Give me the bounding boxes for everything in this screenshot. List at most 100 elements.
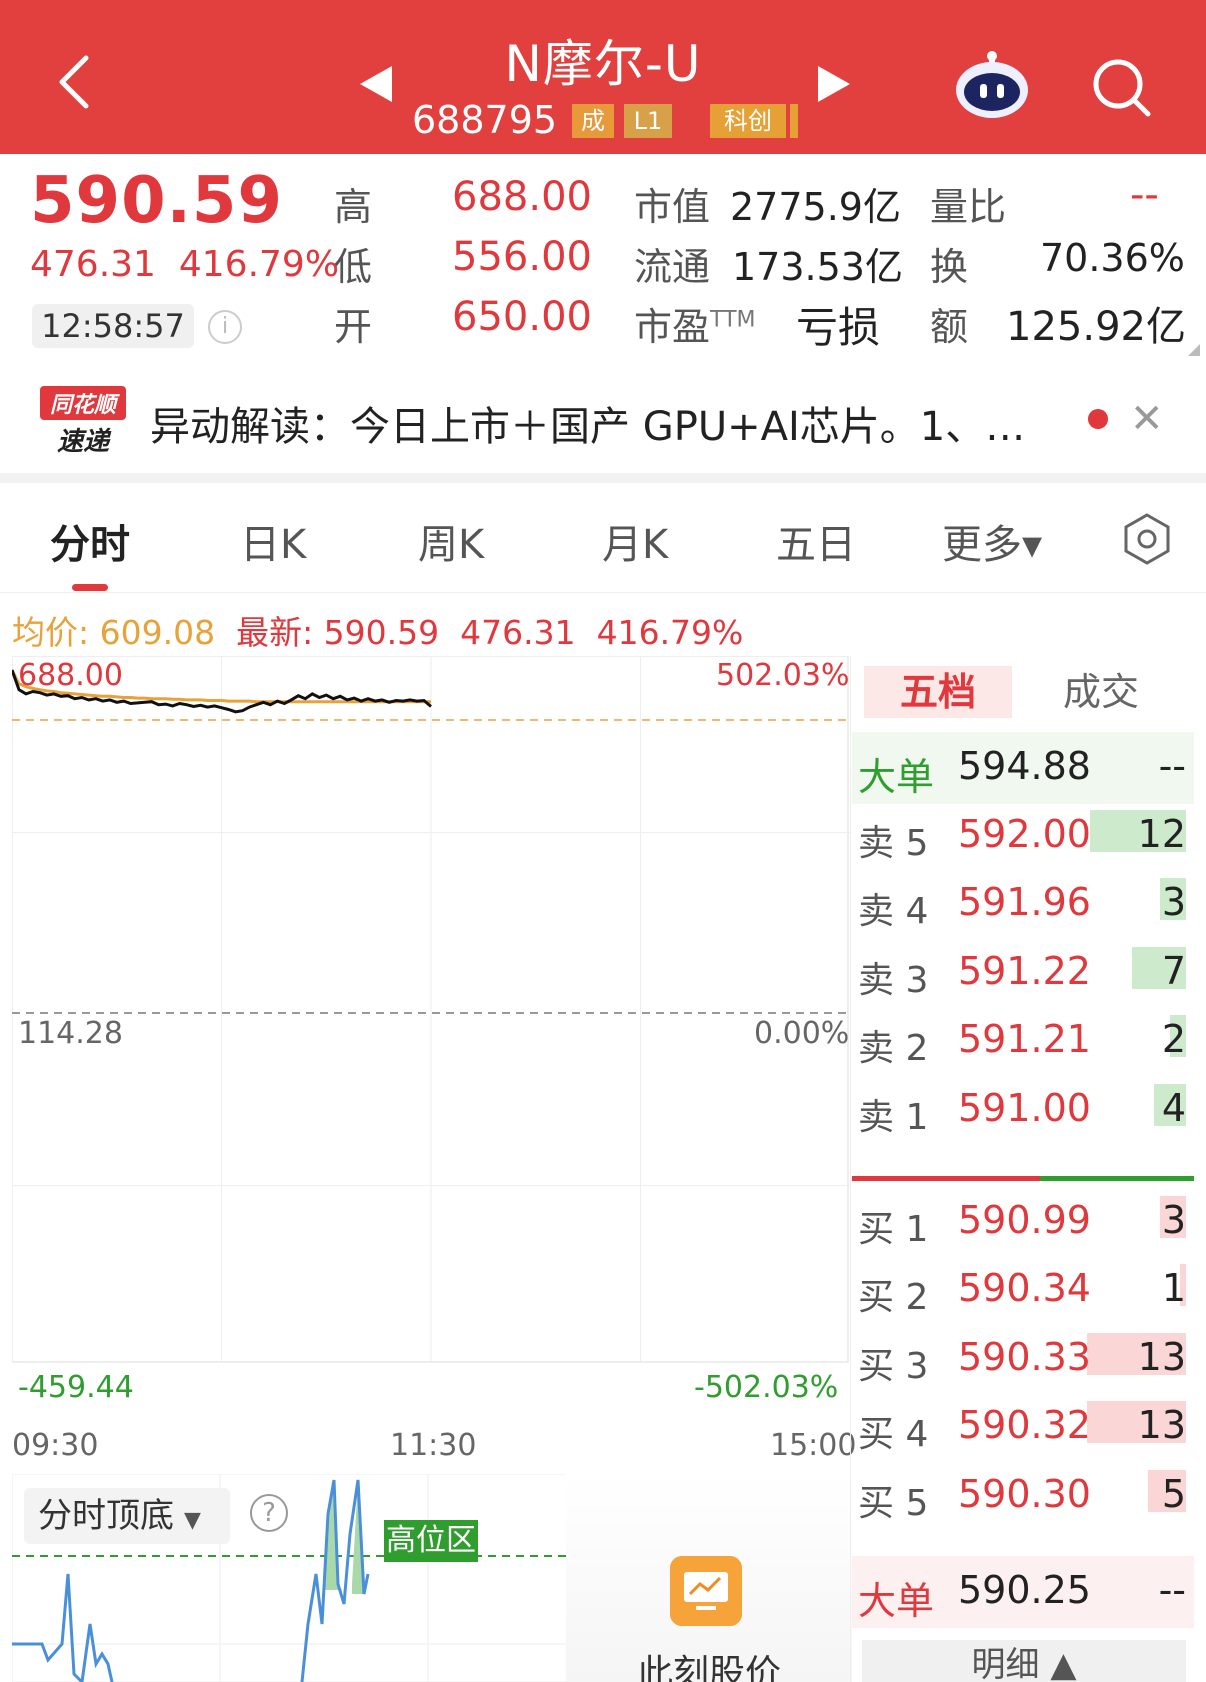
bid-row: 买 4 590.32 13 xyxy=(852,1391,1194,1463)
badge-kechuang: 科创 xyxy=(710,104,786,138)
ask-volume-bar xyxy=(1154,1083,1186,1126)
news-headline[interactable]: 异动解读：今日上市＋国产 GPU+AI芯片。1、… xyxy=(150,404,1026,450)
ask-price: 591.22 xyxy=(958,948,1091,993)
bid-ask-divider-red xyxy=(852,1176,1040,1181)
ask-volume: 4 xyxy=(1161,1085,1186,1130)
bid-volume: 3 xyxy=(1161,1198,1186,1242)
active-tab-indicator xyxy=(72,584,108,591)
expand-corner-icon[interactable] xyxy=(1188,344,1200,356)
low-value: 556.00 xyxy=(452,234,592,280)
tab-five-levels[interactable]: 五档 xyxy=(864,666,1012,718)
turnover-label: 换 xyxy=(930,245,969,289)
tab-trades[interactable]: 成交 xyxy=(1062,670,1139,714)
low-label: 低 xyxy=(334,245,373,289)
bid-price: 590.34 xyxy=(958,1266,1091,1311)
bid-row: 买 2 590.34 1 xyxy=(852,1254,1194,1326)
ask-price: 591.00 xyxy=(958,1085,1091,1130)
change-value: 476.31 xyxy=(30,244,156,285)
big-order-label: 大单 xyxy=(858,1579,935,1623)
bottom-big-order-row: 大单 590.25 -- xyxy=(852,1556,1194,1628)
bid-volume: 1 xyxy=(1161,1266,1186,1311)
ask-price: 592.00 xyxy=(958,812,1091,856)
prev-stock-icon[interactable] xyxy=(360,66,392,102)
bid-price: 590.99 xyxy=(958,1198,1091,1242)
chart-grid xyxy=(12,656,850,1363)
quote-time: 12:58:57 xyxy=(32,304,194,348)
ask-price: 591.21 xyxy=(958,1017,1091,1062)
tab-intraday[interactable]: 分时 xyxy=(50,522,130,568)
bid-ask-divider-green xyxy=(1040,1176,1194,1181)
ask-label: 卖 3 xyxy=(858,959,929,1001)
big-order-price: 590.25 xyxy=(958,1568,1091,1612)
chart-settings-icon[interactable] xyxy=(1120,512,1174,566)
stock-code: 688795 xyxy=(412,98,558,142)
y-right-bottom: -502.03% xyxy=(694,1370,839,1405)
intraday-chart[interactable] xyxy=(12,656,850,1420)
float-label: 流通 xyxy=(634,245,711,289)
ask-volume: 12 xyxy=(1137,812,1186,856)
bid-volume: 13 xyxy=(1137,1334,1186,1379)
bid-label: 买 2 xyxy=(858,1277,929,1319)
stock-name: N摩尔-U xyxy=(504,35,702,93)
ask-label: 卖 5 xyxy=(858,823,929,864)
turnover-value: 70.36% xyxy=(1040,236,1185,280)
ask-row: 卖 1 591.00 4 xyxy=(852,1074,1194,1146)
y-left-bottom: -459.44 xyxy=(18,1370,134,1405)
pe-value: 亏损 xyxy=(796,303,881,352)
ask-volume-bar xyxy=(1170,1015,1186,1058)
bid-row: 买 3 590.33 13 xyxy=(852,1323,1194,1395)
tabs-divider xyxy=(0,592,1206,593)
big-order-label: 大单 xyxy=(858,755,935,799)
ask-label: 卖 4 xyxy=(858,891,929,933)
y-right-mid: 0.00% xyxy=(754,1016,850,1051)
unread-dot xyxy=(1088,409,1108,429)
open-label: 开 xyxy=(334,305,373,349)
ask-price: 591.96 xyxy=(958,880,1091,925)
bid-volume-bar xyxy=(1148,1469,1186,1512)
mcap-label: 市值 xyxy=(634,185,711,229)
big-order-vol: -- xyxy=(1158,1568,1186,1612)
bid-volume-bar xyxy=(1087,1332,1186,1375)
search-icon[interactable] xyxy=(1090,56,1154,120)
tab-monthly-k[interactable]: 月K xyxy=(602,522,669,568)
bid-label: 买 3 xyxy=(858,1345,929,1387)
pe-label-text: 市盈 xyxy=(634,305,711,349)
high-zone-label: 高位区 xyxy=(384,1520,478,1562)
ask-volume-bar xyxy=(1160,878,1186,921)
ask-volume: 7 xyxy=(1161,948,1186,993)
detail-button[interactable]: 明细 ▲ xyxy=(862,1640,1186,1682)
promo-label: 此刻股价 xyxy=(636,1653,781,1682)
close-news-icon[interactable]: ✕ xyxy=(1130,396,1164,442)
tab-daily-k[interactable]: 日K xyxy=(240,522,307,568)
help-icon[interactable]: ? xyxy=(250,1494,288,1532)
y-left-top: 688.00 xyxy=(18,658,123,693)
tonghuashun-logo: 同花顺 速递 xyxy=(40,386,126,457)
ask-volume: 2 xyxy=(1161,1017,1186,1062)
tab-more[interactable]: 更多▾ xyxy=(942,522,1043,568)
indicator-name: 分时顶底 xyxy=(38,1496,174,1536)
ask-label: 卖 2 xyxy=(858,1028,929,1070)
avg-price: 均价: 609.08 xyxy=(12,613,216,652)
price-line xyxy=(12,669,432,714)
bid-volume-bar xyxy=(1087,1401,1186,1444)
next-stock-icon[interactable] xyxy=(818,66,850,102)
current-price: 590.59 xyxy=(30,164,283,238)
top-big-order-row: 大单 594.88 -- xyxy=(852,732,1194,804)
indicator-selector[interactable]: 分时顶底 ▼ xyxy=(24,1488,230,1544)
badge-cheng: 成 xyxy=(572,104,614,138)
panel-divider xyxy=(850,656,851,1682)
tab-weekly-k[interactable]: 周K xyxy=(418,522,485,568)
open-value: 650.00 xyxy=(452,294,592,340)
bid-volume-bar xyxy=(1180,1264,1186,1307)
high-label: 高 xyxy=(334,185,373,229)
chart-border xyxy=(12,656,849,1363)
ask-label: 卖 1 xyxy=(858,1096,929,1138)
chart-monitor-icon xyxy=(670,1556,742,1626)
back-icon[interactable] xyxy=(48,52,108,112)
info-icon[interactable]: i xyxy=(208,310,242,344)
y-left-mid: 114.28 xyxy=(18,1016,123,1051)
y-right-top: 502.03% xyxy=(716,658,850,693)
latest-pct: 416.79% xyxy=(596,613,744,652)
robot-assistant-icon[interactable] xyxy=(954,48,1030,120)
tab-five-day[interactable]: 五日 xyxy=(776,522,856,568)
